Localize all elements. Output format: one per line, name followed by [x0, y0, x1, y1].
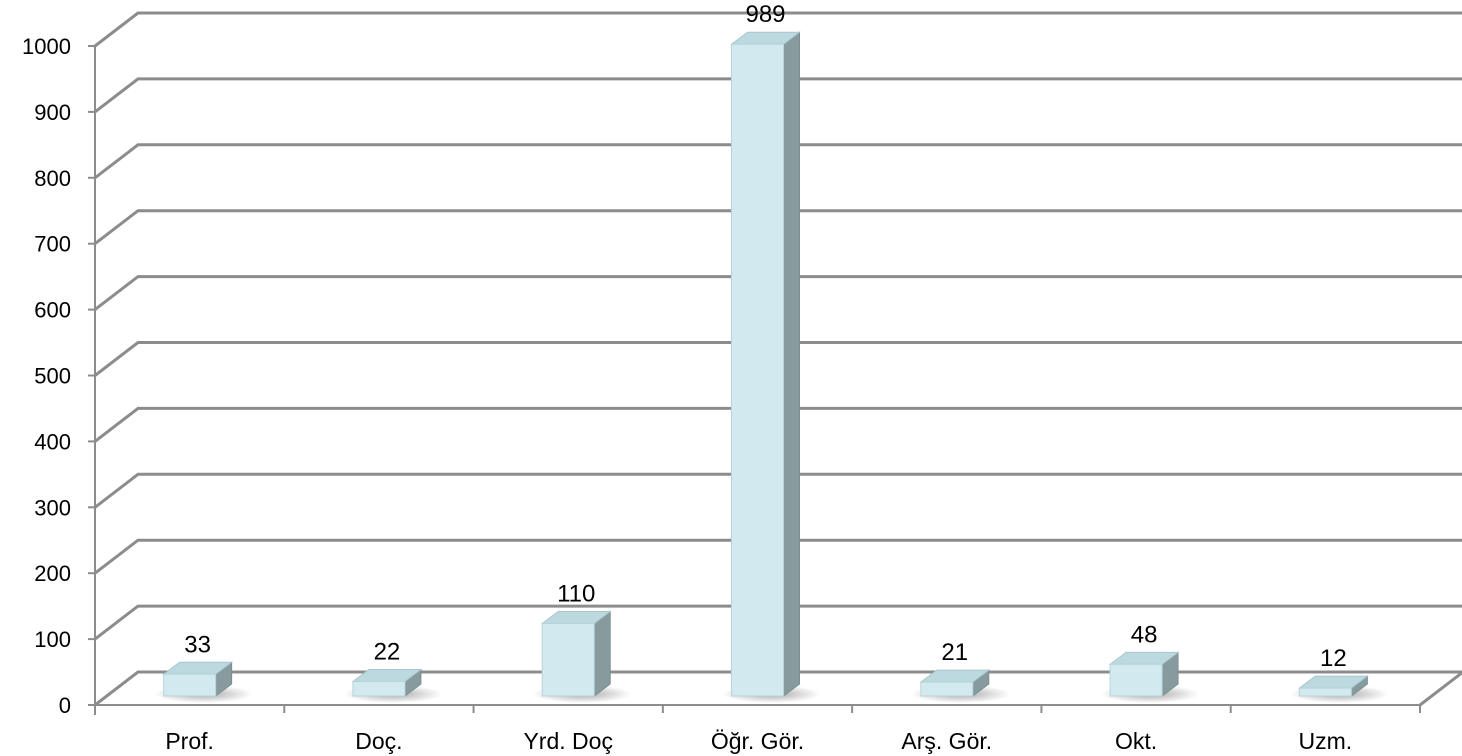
- bar-value-label: 33: [184, 631, 211, 658]
- y-axis-ticks: 0 100 200 300 400 500 600 700 800 900 1000: [22, 34, 95, 718]
- gridline-500: [94, 341, 1462, 377]
- x-category-label: Öğr. Gör.: [711, 728, 804, 754]
- gridline-300: [94, 472, 1462, 509]
- bar-front-face: [352, 681, 406, 697]
- y-tick-label: 600: [34, 298, 71, 323]
- gridline-800: [94, 143, 1462, 179]
- x-category-label: Uzm.: [1299, 728, 1353, 754]
- x-category-label: Doç.: [355, 728, 402, 754]
- gridline-900: [94, 77, 1462, 114]
- y-tick-label: 100: [34, 627, 71, 652]
- bar-5: [911, 669, 1011, 703]
- gridline-400: [94, 406, 1462, 443]
- gridline-0: [94, 670, 1462, 707]
- x-category-label: Okt.: [1115, 728, 1157, 754]
- y-tick-label: 700: [34, 232, 71, 257]
- y-tick-label: 900: [34, 100, 71, 125]
- gridlines: [94, 11, 1462, 707]
- bars: [154, 31, 1389, 703]
- x-category-label: Prof.: [165, 728, 214, 754]
- bar-side-face: [593, 610, 611, 697]
- y-tick-label: 200: [34, 561, 71, 586]
- bar-4: [722, 31, 821, 703]
- y-tick-label: 400: [34, 429, 71, 454]
- y-tick-label: 1000: [22, 34, 71, 59]
- bar-value-label: 110: [557, 581, 595, 608]
- gridline-600: [94, 275, 1462, 311]
- bar-front-face: [920, 681, 974, 697]
- bar-2: [343, 668, 443, 703]
- y-tick-label: 300: [34, 495, 71, 520]
- bar-7: [1289, 675, 1389, 703]
- bar-front-face: [1109, 663, 1163, 697]
- x-category-label: Arş. Gör.: [901, 728, 992, 754]
- bar-1: [154, 661, 254, 703]
- bar-value-label: 22: [374, 639, 401, 666]
- y-tick-label: 500: [34, 364, 71, 389]
- bar-front-face: [163, 673, 217, 697]
- x-axis-categories: Prof. Doç. Yrd. Doç Öğr. Gör. Arş. Gör. Okt. U…: [94, 705, 1421, 754]
- y-tick-label: 0: [59, 693, 71, 718]
- bar-front-face: [541, 623, 595, 697]
- gridline-100: [94, 604, 1462, 641]
- bar-front-face: [1298, 687, 1352, 697]
- floor-right-edge: [1419, 670, 1462, 707]
- bar-side-face: [783, 31, 800, 697]
- bar-value-label: 48: [1131, 621, 1158, 648]
- bar-3: [532, 610, 632, 703]
- bar-value-label: 21: [941, 639, 968, 666]
- gridline-700: [94, 209, 1462, 245]
- gridline-1000: [94, 11, 1462, 48]
- x-category-label: Yrd. Doç: [523, 728, 612, 754]
- axes: [94, 46, 1462, 715]
- y-tick-label: 800: [34, 166, 71, 191]
- bar-value-label: 12: [1320, 645, 1347, 672]
- bar-6: [1100, 651, 1200, 703]
- bar-value-label: 989: [745, 1, 785, 28]
- gridline-200: [94, 538, 1462, 575]
- bar-front-face: [731, 43, 784, 697]
- value-labels: 33 22 110 989 21 48 12: [184, 1, 1346, 672]
